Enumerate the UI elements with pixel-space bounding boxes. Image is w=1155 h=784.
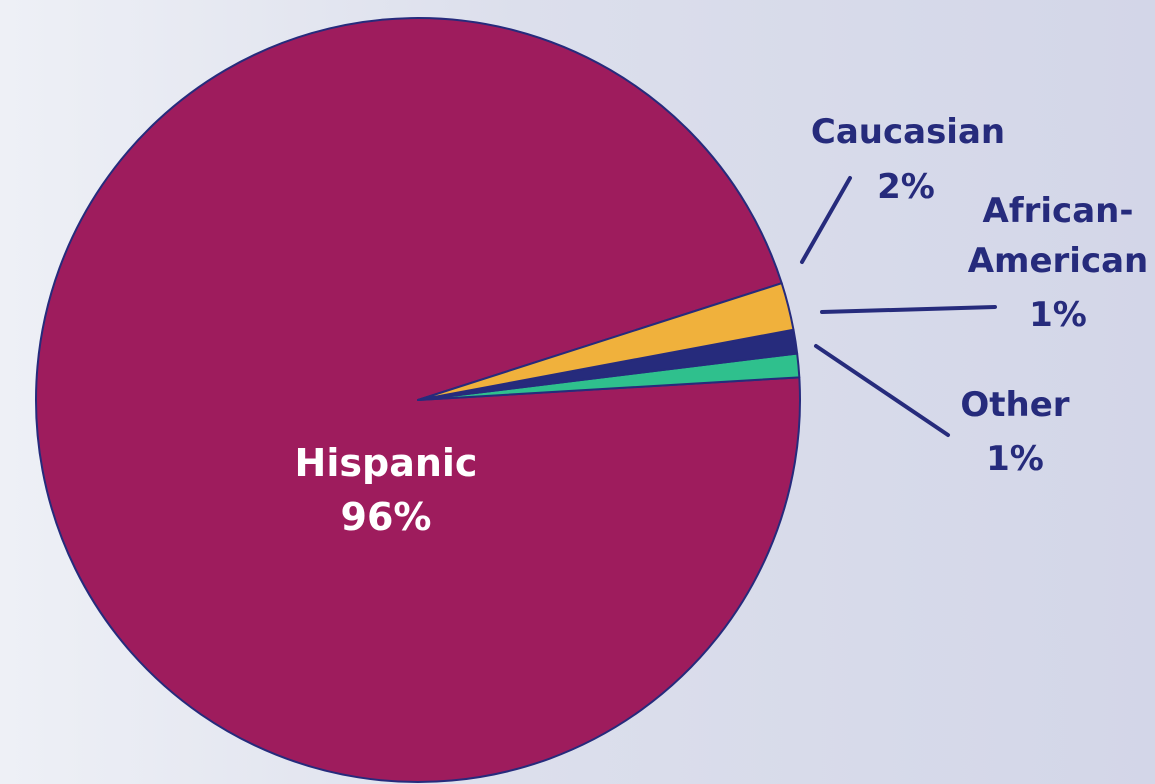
african-american-value: 1% (1029, 295, 1087, 335)
african-american-label-line2: American (968, 241, 1149, 281)
other-label: Other (960, 385, 1069, 425)
leader-line-african-american (820, 305, 997, 314)
hispanic-value: 96% (341, 495, 432, 539)
slice-label-caucasian: Caucasian 2% (811, 112, 1005, 207)
other-value: 1% (986, 439, 1044, 479)
pie-slices (35, 17, 801, 783)
slice-label-hispanic: Hispanic 96% (295, 441, 478, 539)
pie-slice-caucasian (417, 282, 795, 401)
caucasian-label: Caucasian (811, 112, 1005, 152)
leader-line-other (814, 344, 950, 437)
slice-label-other: Other 1% (960, 385, 1069, 479)
hispanic-label: Hispanic (295, 441, 478, 485)
african-american-label-line1: African- (983, 191, 1134, 231)
caucasian-value: 2% (877, 167, 935, 207)
slice-label-african-american: African- American 1% (968, 191, 1149, 335)
leader-line-caucasian (800, 176, 852, 264)
